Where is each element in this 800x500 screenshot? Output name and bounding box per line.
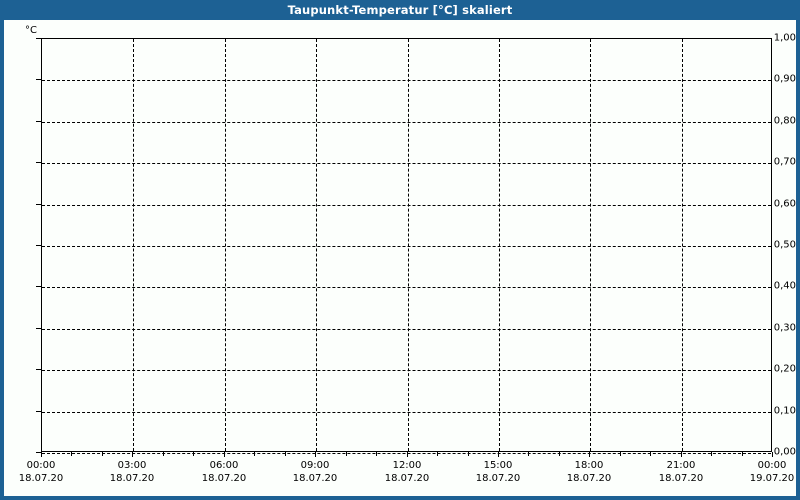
x-axis-tick-label-time: 21:00 — [666, 460, 696, 471]
x-axis-tick-minor — [559, 452, 560, 456]
gridline-horizontal — [42, 163, 771, 164]
x-axis-tick-minor — [163, 452, 164, 456]
y-axis-tick-label: 0,40 — [773, 280, 796, 292]
x-axis-tick-minor — [346, 452, 347, 456]
y-axis-tick — [36, 245, 41, 246]
x-axis-tick-major — [132, 452, 133, 457]
x-axis-tick-label-date: 19.07.20 — [749, 472, 795, 484]
y-axis-tick-label: 0,10 — [773, 405, 796, 417]
x-axis-tick-minor — [71, 452, 72, 456]
gridline-vertical — [499, 39, 500, 451]
x-axis-tick-major — [315, 452, 316, 457]
x-axis-tick-minor — [102, 452, 103, 456]
y-axis-tick-label: 0,30 — [773, 322, 796, 334]
x-axis-tick-label-time: 00:00 — [26, 460, 56, 471]
x-axis-tick-major — [589, 452, 590, 457]
gridline-vertical — [225, 39, 226, 451]
x-axis-tick-minor — [711, 452, 712, 456]
y-axis-unit-label: °C — [25, 25, 37, 36]
x-axis-tick-label-date: 18.07.20 — [109, 472, 155, 484]
y-axis-tick — [36, 38, 41, 39]
y-axis-tick — [36, 452, 41, 453]
x-axis-tick-label: 03:00 18.07.20 — [92, 460, 172, 485]
x-axis-tick-label-date: 18.07.20 — [384, 472, 430, 484]
page-title: Taupunkt-Temperatur [°C] skaliert — [287, 3, 513, 17]
x-axis-tick-minor — [468, 452, 469, 456]
x-axis-tick-label-date: 18.07.20 — [566, 472, 612, 484]
x-axis-tick-minor — [376, 452, 377, 456]
x-axis-tick-major — [681, 452, 682, 457]
x-axis-tick-label-date: 18.07.20 — [18, 472, 64, 484]
x-axis-tick-label-time: 12:00 — [392, 460, 422, 471]
window-title-bar: Taupunkt-Temperatur [°C] skaliert — [0, 0, 800, 20]
y-axis-tick-label: 0,80 — [773, 115, 796, 127]
gridline-horizontal — [42, 453, 771, 454]
x-axis-tick-label-time: 00:00 — [757, 460, 787, 471]
plot-grid — [42, 39, 771, 454]
gridline-vertical — [590, 39, 591, 451]
gridline-vertical — [408, 39, 409, 451]
gridline-horizontal — [42, 122, 771, 123]
x-axis-tick-minor — [193, 452, 194, 456]
x-axis-tick-major — [224, 452, 225, 457]
y-axis-tick — [36, 411, 41, 412]
x-axis-tick-major — [407, 452, 408, 457]
x-axis-tick-label-time: 09:00 — [300, 460, 330, 471]
x-axis-tick-minor — [437, 452, 438, 456]
x-axis-tick-minor — [285, 452, 286, 456]
x-axis-tick-label-time: 15:00 — [483, 460, 513, 471]
x-axis-tick-minor — [620, 452, 621, 456]
gridline-horizontal — [42, 246, 771, 247]
x-axis-tick-label: 00:00 19.07.20 — [732, 460, 800, 485]
x-axis-tick-minor — [254, 452, 255, 456]
y-axis-tick-label: 0,90 — [773, 73, 796, 85]
y-axis-tick — [36, 121, 41, 122]
x-axis-tick-major — [772, 452, 773, 457]
y-axis-tick-label: 0,20 — [773, 363, 796, 375]
y-axis-tick-label: 0,60 — [773, 198, 796, 210]
x-axis-tick-label: 06:00 18.07.20 — [184, 460, 264, 485]
y-axis-tick — [36, 286, 41, 287]
chart-canvas: °C 1,00 0,90 0,80 0,70 0,60 0,50 0,40 0,30 0,20 0… — [4, 20, 796, 496]
x-axis-tick-label-time: 03:00 — [117, 460, 147, 471]
x-axis-tick-label: 21:00 18.07.20 — [641, 460, 721, 485]
gridline-vertical — [316, 39, 317, 451]
x-axis-tick-label-time: 06:00 — [209, 460, 239, 471]
gridline-horizontal — [42, 329, 771, 330]
y-axis-tick — [36, 328, 41, 329]
x-axis-tick-major — [498, 452, 499, 457]
y-axis-tick-label: 0,00 — [773, 446, 796, 458]
plot-area — [41, 38, 772, 454]
x-axis-tick-major — [41, 452, 42, 457]
y-axis-tick-label: 1,00 — [773, 32, 796, 44]
x-axis-tick-minor — [528, 452, 529, 456]
x-axis-tick-minor — [742, 452, 743, 456]
x-axis-tick-label: 12:00 18.07.20 — [367, 460, 447, 485]
y-axis-tick — [36, 162, 41, 163]
x-axis-tick-label-date: 18.07.20 — [475, 472, 521, 484]
y-axis-tick — [36, 79, 41, 80]
y-axis-tick-label: 0,70 — [773, 156, 796, 168]
gridline-vertical — [682, 39, 683, 451]
gridline-vertical — [133, 39, 134, 451]
gridline-horizontal — [42, 287, 771, 288]
x-axis-tick-minor — [650, 452, 651, 456]
x-axis-tick-label: 15:00 18.07.20 — [458, 460, 538, 485]
x-axis-tick-label: 09:00 18.07.20 — [275, 460, 355, 485]
gridline-horizontal — [42, 412, 771, 413]
x-axis-tick-label-date: 18.07.20 — [658, 472, 704, 484]
x-axis-tick-label: 18:00 18.07.20 — [549, 460, 629, 485]
x-axis-tick-label: 00:00 18.07.20 — [1, 460, 81, 485]
y-axis-tick — [36, 369, 41, 370]
x-axis-tick-label-date: 18.07.20 — [201, 472, 247, 484]
y-axis-tick — [36, 204, 41, 205]
gridline-horizontal — [42, 205, 771, 206]
y-axis-tick-label: 0,50 — [773, 239, 796, 251]
gridline-horizontal — [42, 370, 771, 371]
gridline-horizontal — [42, 80, 771, 81]
x-axis-tick-label-time: 18:00 — [574, 460, 604, 471]
x-axis-tick-label-date: 18.07.20 — [292, 472, 338, 484]
